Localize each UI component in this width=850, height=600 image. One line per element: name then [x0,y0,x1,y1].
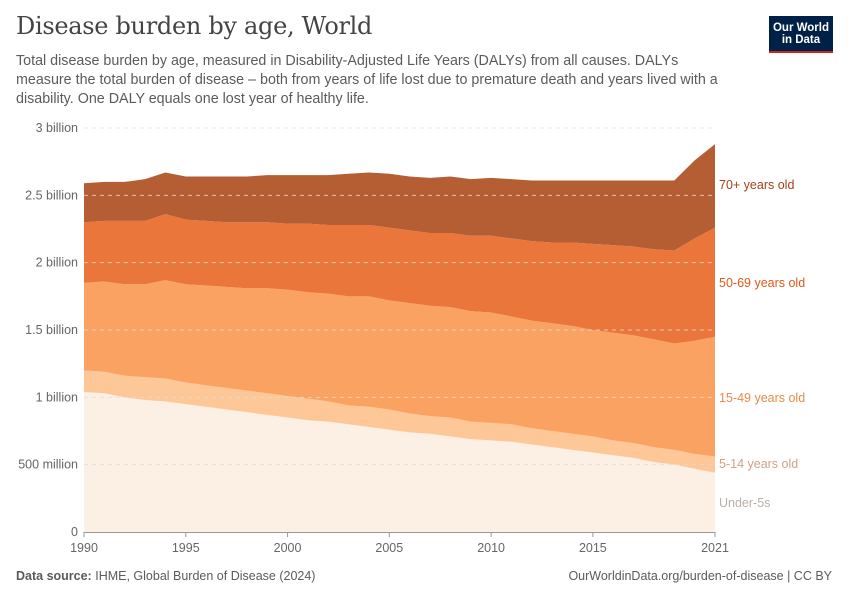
source-url[interactable]: OurWorldinData.org/burden-of-disease | C… [568,569,832,583]
legend-label-under-5s: Under-5s [719,496,770,510]
y-tick-label: 1 billion [36,390,78,404]
legend-label-15-49-years-old: 15-49 years old [719,391,805,405]
chart-subtitle: Total disease burden by age, measured in… [16,53,718,107]
x-tick-label: 2021 [701,541,729,555]
logo-line-2: in Data [781,33,821,46]
area-50-69-years-old [84,214,715,344]
x-tick-label: 2000 [274,541,302,555]
x-tick-label: 2015 [579,541,607,555]
legend-label-5-14-years-old: 5-14 years old [719,457,798,471]
area-70-years-old [84,144,715,251]
data-source-label: Data source: [16,569,92,583]
legend-label-70-years-old: 70+ years old [719,178,794,192]
area-under-5s [84,391,715,532]
y-tick-label: 2 billion [36,256,78,270]
y-tick-label: 3 billion [36,121,78,135]
data-source: Data source: IHME, Global Burden of Dise… [16,569,315,583]
y-tick-label: 0 [71,525,78,539]
data-source-text[interactable]: IHME, Global Burden of Disease (2024) [95,569,316,583]
logo-line-1: Our World [772,21,829,34]
area-5-14-years-old [84,370,715,473]
y-tick-label: 500 million [18,458,78,472]
legend-label-50-69-years-old: 50-69 years old [719,276,805,290]
x-tick-label: 1995 [172,541,200,555]
y-tick-label: 1.5 billion [25,323,78,337]
x-tick-label: 1990 [70,541,98,555]
chart-title: Disease burden by age, World [16,12,373,40]
owid-logo[interactable]: Our World in Data [769,16,833,53]
x-tick-label: 2005 [375,541,403,555]
area-15-49-years-old [84,280,715,457]
x-tick-label: 2010 [477,541,505,555]
y-tick-label: 2.5 billion [25,188,78,202]
